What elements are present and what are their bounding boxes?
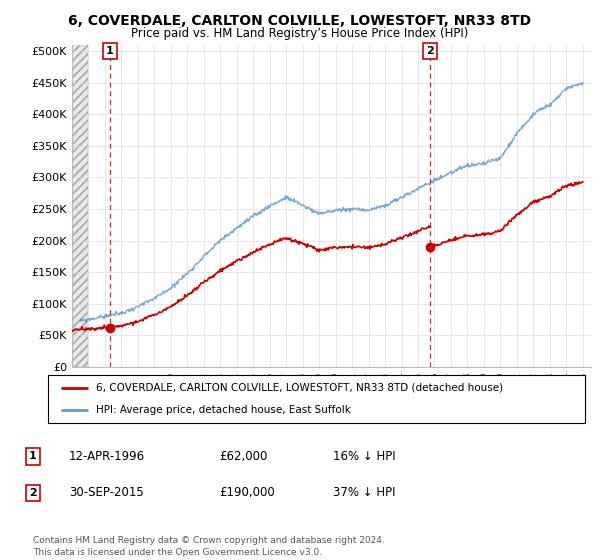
Bar	[72, 45, 88, 367]
Text: £190,000: £190,000	[219, 486, 275, 500]
FancyBboxPatch shape	[48, 375, 585, 423]
Text: 6, COVERDALE, CARLTON COLVILLE, LOWESTOFT, NR33 8TD: 6, COVERDALE, CARLTON COLVILLE, LOWESTOF…	[68, 14, 532, 28]
Text: 6, COVERDALE, CARLTON COLVILLE, LOWESTOFT, NR33 8TD (detached house): 6, COVERDALE, CARLTON COLVILLE, LOWESTOF…	[97, 382, 503, 393]
Text: 1: 1	[106, 46, 113, 56]
Text: 37% ↓ HPI: 37% ↓ HPI	[333, 486, 395, 500]
Text: 2: 2	[29, 488, 37, 498]
Bar	[72, 45, 88, 367]
Text: £62,000: £62,000	[219, 450, 268, 463]
Text: 12-APR-1996: 12-APR-1996	[69, 450, 145, 463]
Text: Price paid vs. HM Land Registry’s House Price Index (HPI): Price paid vs. HM Land Registry’s House …	[131, 27, 469, 40]
Text: HPI: Average price, detached house, East Suffolk: HPI: Average price, detached house, East…	[97, 405, 351, 416]
Text: 2: 2	[427, 46, 434, 56]
Text: 30-SEP-2015: 30-SEP-2015	[69, 486, 144, 500]
Text: Contains HM Land Registry data © Crown copyright and database right 2024.
This d: Contains HM Land Registry data © Crown c…	[33, 536, 385, 557]
Text: 1: 1	[29, 451, 37, 461]
Text: 16% ↓ HPI: 16% ↓ HPI	[333, 450, 395, 463]
